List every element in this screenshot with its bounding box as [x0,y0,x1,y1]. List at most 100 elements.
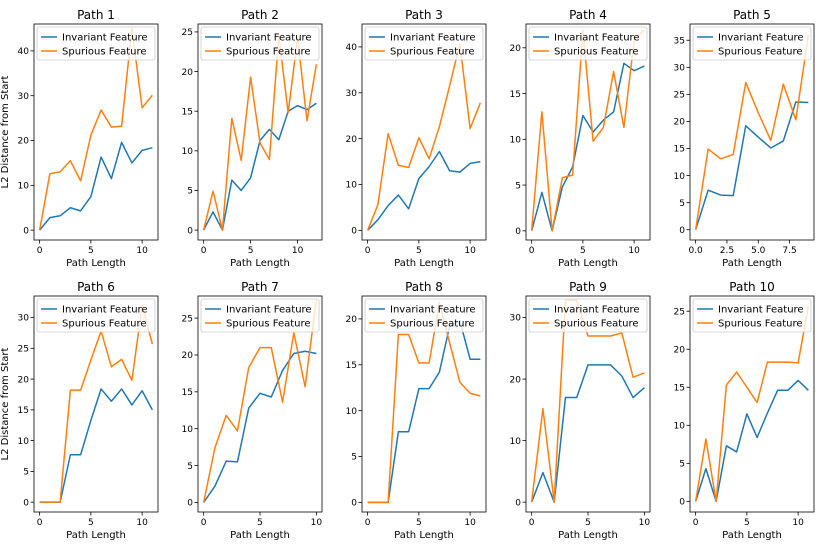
panel-3: Path 3 Invariant Feature Spurious Feature 0… [346,8,487,269]
series-line-invariant [202,102,317,231]
series-line-spurious [694,34,810,230]
legend-label-spurious: Spurious Feature [554,47,639,58]
x-tick-label: 10 [792,518,804,528]
x-tick-label: 5 [580,246,586,256]
series-line-invariant [39,141,153,231]
y-tick-label: 15 [674,145,685,155]
x-axis-label: Path Length [66,530,126,541]
y-tick-label: 20 [182,351,194,361]
panel-5: Path 5 Invariant Feature Spurious Feature 0… [674,8,815,269]
x-tick-label: 0.0 [688,246,703,256]
x-axis-label: Path Length [722,258,782,269]
x-tick-label: 2.5 [720,246,734,256]
y-tick-label: 10 [182,425,194,435]
legend-label-invariant: Invariant Feature [390,305,476,316]
panel-2: Path 2 Invariant Feature Spurious Feature 0… [182,8,323,269]
x-tick-label: 10 [311,518,323,528]
y-tick-label: 25 [674,307,685,317]
y-tick-label: 30 [674,64,686,74]
x-tick-label: 5 [88,518,94,528]
legend-box [36,298,156,333]
series-line-invariant [203,350,317,503]
legend-label-invariant: Invariant Feature [718,33,804,44]
series-line-spurious [694,305,810,503]
x-tick-label: 0 [365,246,371,256]
y-tick-label: 10 [346,407,358,417]
series-line-invariant [530,364,645,503]
legend-label-invariant: Invariant Feature [226,33,312,44]
x-tick-label: 10 [464,518,476,528]
x-axis-label: Path Length [230,530,290,541]
y-tick-label: 20 [346,135,358,145]
chart-title: Path 10 [729,280,774,294]
y-tick-label: 30 [18,92,30,102]
y-tick-label: 40 [346,43,358,53]
chart-title: Path 6 [77,280,115,294]
legend-label-spurious: Spurious Feature [62,47,147,58]
x-tick-label: 5 [88,246,94,256]
x-axis-label: Path Length [394,258,454,269]
y-tick-label: 15 [182,388,193,398]
y-tick-label: 0 [679,498,685,508]
chart-title: Path 5 [733,8,771,22]
y-tick-label: 10 [18,437,30,447]
legend-label-spurious: Spurious Feature [390,319,475,330]
x-tick-label: 0 [365,518,371,528]
axes-frame [361,295,487,513]
series-line-spurious [530,299,645,503]
x-tick-label: 10 [464,246,476,256]
x-tick-label: 0 [529,518,535,528]
panel-7: Path 7 Invariant Feature Spurious Feature 0… [182,280,323,541]
x-axis-label: Path Length [558,258,618,269]
y-tick-label: 0 [187,226,193,236]
y-tick-label: 20 [18,137,30,147]
legend-box [200,298,320,333]
x-tick-label: 5 [416,518,422,528]
series-line-spurious [202,299,318,503]
y-tick-label: 25 [674,91,685,101]
legend-label-spurious: Spurious Feature [226,319,311,330]
y-tick-label: 10 [18,182,30,192]
y-tick-label: 5 [679,460,685,470]
panel-1: Path 1 Invariant Feature Spurious Feature 0… [0,8,159,269]
x-tick-label: 0 [201,518,207,528]
y-tick-label: 0 [351,227,357,237]
legend-label-invariant: Invariant Feature [390,33,476,44]
series-line-invariant [694,101,809,230]
y-tick-label: 20 [510,44,522,54]
x-tick-label: 10 [136,246,148,256]
y-tick-label: 15 [182,107,193,117]
y-tick-label: 40 [18,47,30,57]
series-line-spurious [39,305,154,503]
legend-box [364,298,484,333]
x-tick-label: 10 [639,518,651,528]
y-tick-label: 0 [23,498,29,508]
y-tick-label: 15 [18,406,29,416]
y-tick-label: 20 [346,315,358,325]
y-tick-label: 30 [18,314,30,324]
legend-box [528,26,648,61]
y-tick-label: 0 [515,498,521,508]
x-tick-label: 7.5 [782,246,796,256]
axes-frame [525,23,651,241]
legend-label-spurious: Spurious Feature [718,47,803,58]
series-line-spurious [367,301,481,504]
y-tick-label: 5 [515,181,521,191]
y-tick-label: 0 [351,499,357,509]
x-axis-label: Path Length [230,258,290,269]
legend-label-invariant: Invariant Feature [554,305,640,316]
legend-box [692,26,812,61]
y-tick-label: 10 [674,172,686,182]
axes-frame [197,23,323,241]
x-tick-label: 5.0 [751,246,766,256]
series-line-invariant [694,379,809,503]
panel-9: Path 9 Invariant Feature Spurious Feature 0… [510,280,651,541]
x-tick-label: 0 [529,246,535,256]
series-line-spurious [202,35,318,231]
y-tick-label: 10 [674,421,686,431]
y-tick-label: 15 [346,361,357,371]
y-tick-label: 20 [510,375,522,385]
chart-title: Path 1 [77,8,115,22]
legend-box [36,26,156,61]
legend-label-invariant: Invariant Feature [62,305,148,316]
